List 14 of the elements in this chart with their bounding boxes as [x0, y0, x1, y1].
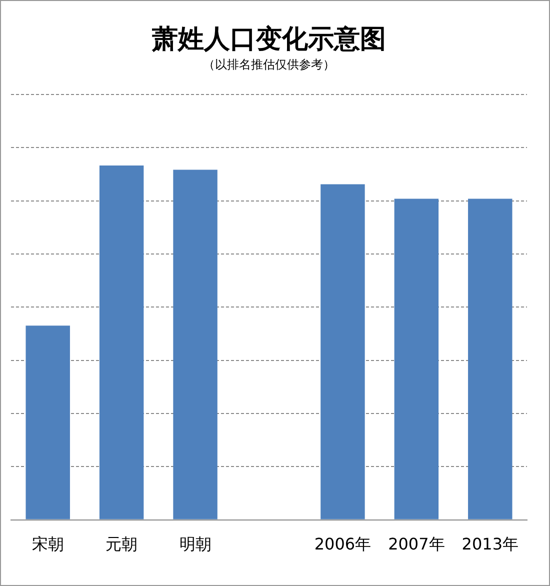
x-tick-label: 明朝 [179, 534, 212, 554]
x-tick-label: 2013年 [462, 534, 518, 554]
x-tick-label: 2006年 [314, 534, 372, 554]
x-tick-label: 2007年 [388, 534, 445, 554]
chart-subtitle: （以排名推估仅供参考） [203, 58, 335, 72]
bar [173, 170, 218, 520]
x-tick-label: 元朝 [106, 534, 138, 554]
bar [99, 165, 144, 520]
bar [468, 198, 512, 520]
bar [394, 198, 439, 520]
bar [26, 326, 70, 520]
chart-title: 萧姓人口变化示意图 [151, 24, 386, 54]
bar [320, 184, 365, 520]
x-tick-label: 宋朝 [32, 534, 64, 554]
